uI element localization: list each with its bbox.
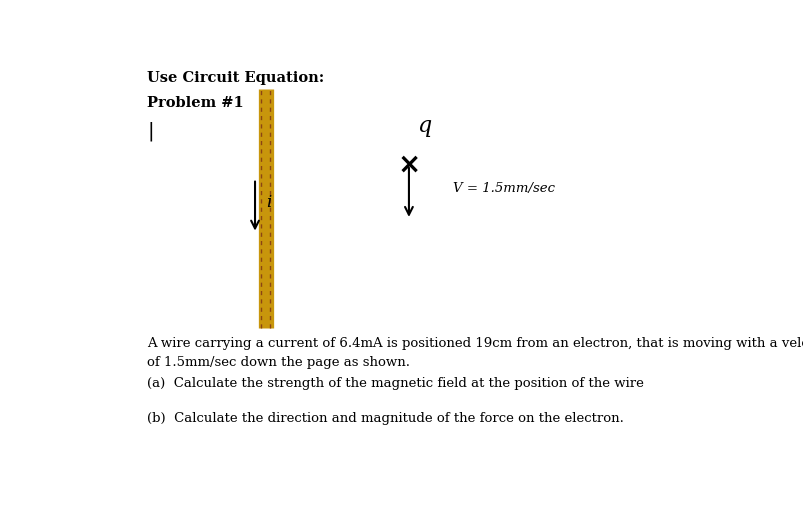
Text: ×: ×: [397, 151, 420, 179]
Text: (a)  Calculate the strength of the magnetic field at the position of the wire: (a) Calculate the strength of the magnet…: [147, 377, 643, 389]
Text: of 1.5mm/sec down the page as shown.: of 1.5mm/sec down the page as shown.: [147, 356, 410, 369]
Text: q: q: [417, 115, 431, 137]
Text: A wire carrying a current of 6.4mA is positioned 19cm from an electron, that is : A wire carrying a current of 6.4mA is po…: [147, 337, 803, 350]
Text: i: i: [266, 194, 271, 211]
Text: V = 1.5mm/sec: V = 1.5mm/sec: [452, 182, 554, 195]
Text: Use Circuit Equation:: Use Circuit Equation:: [147, 71, 324, 85]
Text: (b)  Calculate the direction and magnitude of the force on the electron.: (b) Calculate the direction and magnitud…: [147, 412, 623, 425]
Text: Problem #1: Problem #1: [147, 96, 243, 110]
Text: |: |: [147, 122, 153, 142]
